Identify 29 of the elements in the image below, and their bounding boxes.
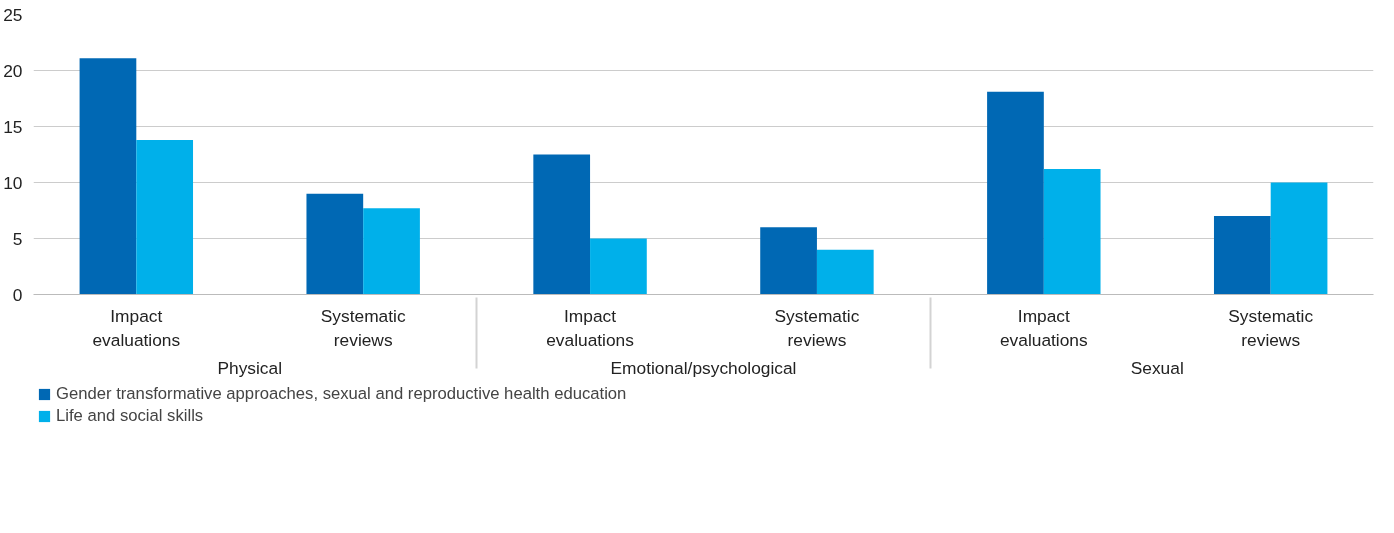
legend-label: Gender transformative approaches, sexual and reproductive health education <box>56 384 627 404</box>
x-tick-label: Impact evaluations <box>92 305 181 350</box>
text: Sexual <box>1130 357 1184 378</box>
x-tick-label: Systematic reviews <box>320 305 406 350</box>
x-tick-label: Systematic reviews <box>774 305 860 350</box>
bar <box>533 154 591 295</box>
y-tick-label: 25 <box>3 4 23 25</box>
y-tick-label: 10 <box>3 172 23 193</box>
bar <box>136 139 194 295</box>
text: Emotional/psychological <box>610 357 797 378</box>
y-tick-label: 0 <box>12 284 23 305</box>
y-tick-label: 15 <box>3 116 23 137</box>
bar <box>760 227 817 295</box>
legend-label: Life and social skills <box>56 406 204 426</box>
text: Physical <box>217 357 283 378</box>
y-tick-label: 20 <box>3 60 23 81</box>
bar <box>1213 216 1271 295</box>
bar <box>987 91 1044 295</box>
bar <box>1043 169 1101 295</box>
x-tick-label: Systematic reviews <box>1228 305 1314 350</box>
bar <box>79 58 137 295</box>
bar <box>590 238 647 295</box>
bar <box>816 249 874 295</box>
x-tick-label: Impact evaluations <box>999 305 1088 350</box>
y-tick-label: 5 <box>12 228 23 249</box>
bar <box>1270 182 1328 295</box>
x-tick-label: Impact evaluations <box>546 305 635 350</box>
bar <box>363 208 420 295</box>
bar <box>306 193 364 295</box>
